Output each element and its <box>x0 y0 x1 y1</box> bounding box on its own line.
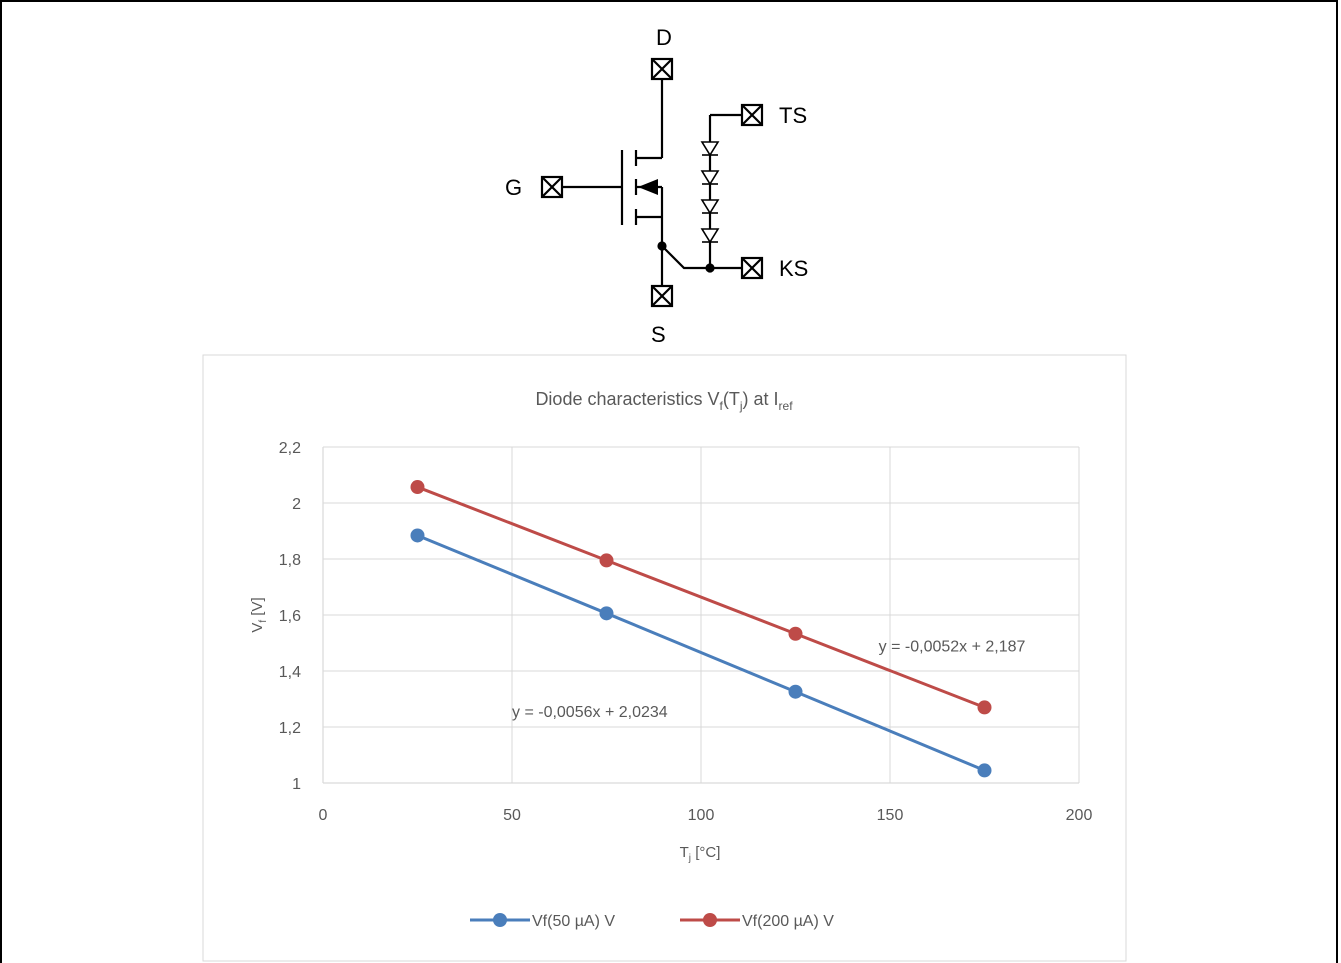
legend-entry: Vf(200 µA) V <box>742 913 834 930</box>
series-line-1 <box>416 485 986 709</box>
data-point <box>410 480 425 495</box>
series-line-0 <box>416 534 986 772</box>
y-tick-label: 1,4 <box>279 664 301 681</box>
y-tick-label: 2 <box>292 496 301 513</box>
temp-sense-label: TS <box>779 103 807 128</box>
data-point <box>977 700 992 715</box>
chart-legend: Vf(50 µA) V Vf(200 µA) V <box>470 913 834 930</box>
gate-terminal <box>540 175 564 199</box>
legend-entry: Vf(50 µA) V <box>532 913 615 930</box>
mosfet-schematic <box>540 57 764 308</box>
legend-swatch-marker <box>703 913 717 927</box>
data-point <box>977 763 992 778</box>
gate-label: G <box>505 175 522 200</box>
x-axis-ticks: 0 50 100 150 200 <box>319 807 1093 824</box>
data-point <box>410 528 425 543</box>
kelvin-source-label: KS <box>779 256 808 281</box>
x-tick-label: 200 <box>1066 807 1093 824</box>
chart-title: Diode characteristics Vf(Tj) at Iref <box>535 389 793 413</box>
y-axis-label: Vf [V] <box>249 597 269 632</box>
trendline-equation: y = -0,0052x + 2,187 <box>879 638 1026 655</box>
y-tick-label: 2,2 <box>279 440 301 457</box>
drain-terminal <box>650 57 674 81</box>
kelvin-source-terminal <box>740 256 764 280</box>
drain-label: D <box>656 25 672 50</box>
temp-sense-terminal <box>740 103 764 127</box>
source-label: S <box>651 322 666 347</box>
y-tick-label: 1 <box>292 776 301 793</box>
y-tick-label: 1,2 <box>279 720 301 737</box>
trendline-equation: y = -0,0056x + 2,0234 <box>512 704 668 721</box>
data-point <box>788 684 803 699</box>
x-tick-label: 50 <box>503 807 521 824</box>
x-tick-label: 100 <box>688 807 715 824</box>
chart-area-border <box>202 354 1127 962</box>
data-point <box>599 606 614 621</box>
diode-string <box>700 141 720 244</box>
y-tick-label: 1,8 <box>279 552 301 569</box>
x-axis-label: Tj [°C] <box>680 844 721 864</box>
data-point <box>788 626 803 641</box>
source-terminal <box>650 284 674 308</box>
chart-grid <box>322 446 1080 784</box>
x-tick-label: 150 <box>877 807 904 824</box>
data-point <box>599 553 614 568</box>
trendline-labels: y = -0,0056x + 2,0234 y = -0,0052x + 2,18… <box>512 638 1026 721</box>
legend-swatch-marker <box>493 913 507 927</box>
y-axis-ticks: 1 1,2 1,4 1,6 1,8 2 2,2 <box>279 440 301 793</box>
y-tick-label: 1,6 <box>279 608 301 625</box>
series-layer <box>410 480 992 778</box>
x-tick-label: 0 <box>319 807 328 824</box>
